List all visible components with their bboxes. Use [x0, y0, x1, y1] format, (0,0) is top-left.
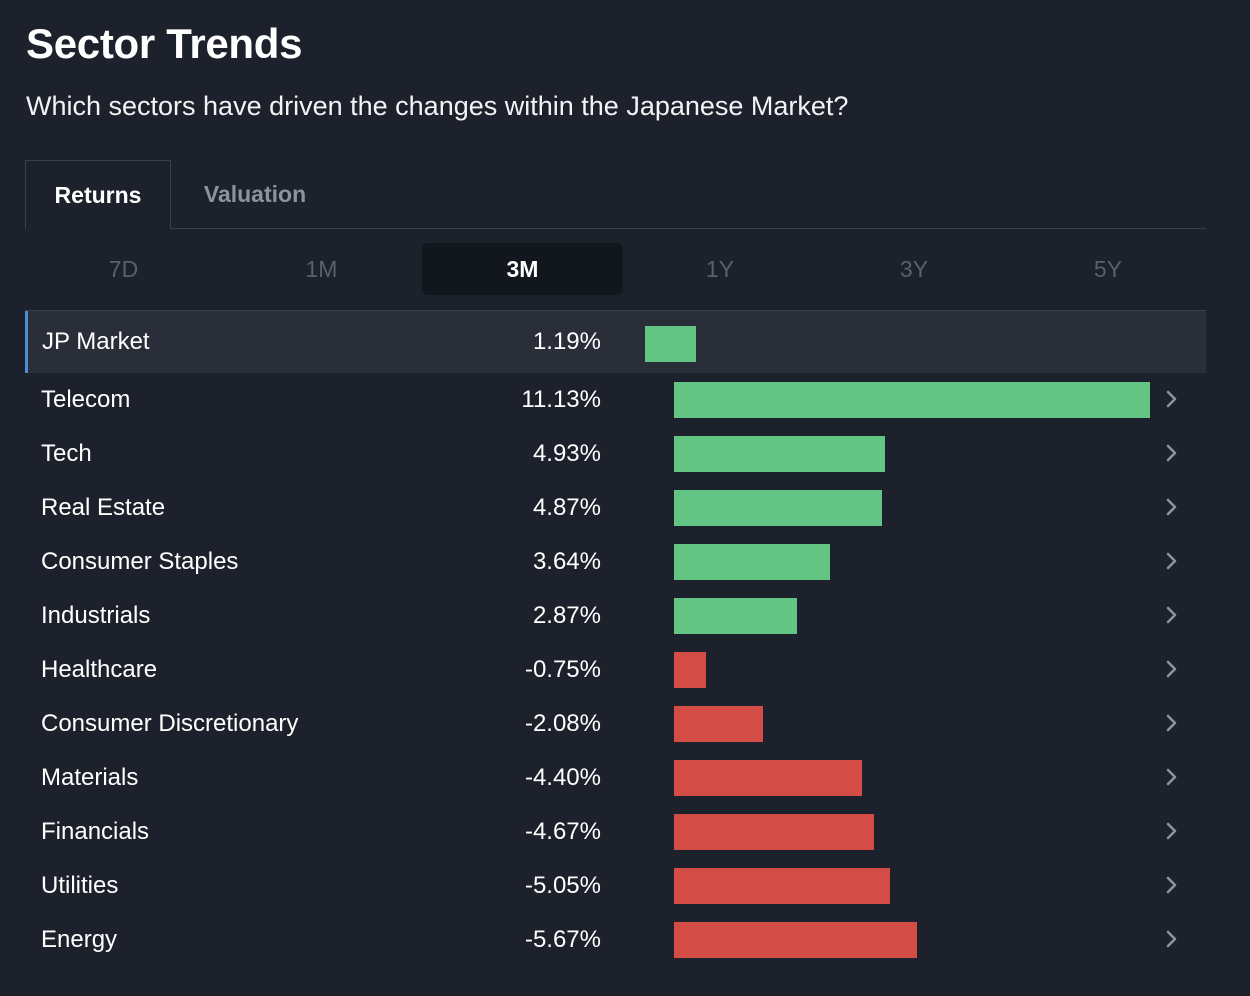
sector-name: Utilities [41, 872, 119, 899]
sector-return-value: 2.87% [532, 602, 601, 629]
sector-name: Real Estate [41, 494, 166, 521]
tab-returns[interactable]: Returns [25, 160, 171, 229]
sector-row[interactable]: Tech 4.93% [25, 427, 1206, 481]
sector-name: Consumer Discretionary [41, 710, 299, 737]
sector-return-value: -0.75% [524, 656, 601, 683]
sector-return-value: 1.19% [532, 328, 601, 355]
metric-tabs: Returns Valuation [25, 160, 1206, 229]
return-bar [674, 814, 874, 850]
chevron-right-icon[interactable] [1163, 373, 1183, 427]
period-1y[interactable]: 1Y [705, 256, 735, 282]
market-row: JP Market 1.19% [25, 311, 1206, 373]
sector-return-value: 4.93% [532, 440, 601, 467]
chevron-right-icon[interactable] [1163, 427, 1183, 481]
period-3m[interactable]: 3M [422, 243, 623, 295]
chevron-right-icon[interactable] [1163, 535, 1183, 589]
sector-list: JP Market 1.19% Telecom 11.13% Tech 4.93% Real… [25, 311, 1206, 967]
period-5y[interactable]: 5Y [1093, 256, 1123, 282]
sector-row[interactable]: Financials -4.67% [25, 805, 1206, 859]
return-bar [674, 922, 917, 958]
chevron-right-icon[interactable] [1163, 589, 1183, 643]
tab-valuation[interactable]: Valuation [203, 181, 307, 207]
sector-row[interactable]: Consumer Discretionary -2.08% [25, 697, 1206, 751]
divider [25, 310, 1206, 311]
sector-row[interactable]: Consumer Staples 3.64% [25, 535, 1206, 589]
return-bar [674, 760, 863, 796]
sector-row[interactable]: Telecom 11.13% [25, 373, 1206, 427]
sector-name: Tech [41, 440, 92, 467]
return-bar [645, 326, 696, 362]
sector-row[interactable]: Real Estate 4.87% [25, 481, 1206, 535]
sector-row[interactable]: Energy -5.67% [25, 913, 1206, 967]
sector-return-value: -2.08% [524, 710, 601, 737]
return-bar [674, 706, 763, 742]
sector-name: Healthcare [41, 656, 158, 683]
sector-return-value: -5.67% [524, 926, 601, 953]
sector-row[interactable]: Healthcare -0.75% [25, 643, 1206, 697]
period-selector: 7D 1M 3M 1Y 3Y 5Y [25, 243, 1206, 295]
return-bar [674, 868, 891, 904]
chevron-right-icon[interactable] [1163, 643, 1183, 697]
sector-return-value: -5.05% [524, 872, 601, 899]
period-7d[interactable]: 7D [108, 256, 139, 282]
period-1m[interactable]: 1M [305, 256, 338, 282]
chevron-right-icon[interactable] [1163, 697, 1183, 751]
chevron-right-icon[interactable] [1163, 481, 1183, 535]
sector-name: JP Market [42, 328, 150, 355]
period-3y[interactable]: 3Y [899, 256, 929, 282]
sector-name: Materials [41, 764, 139, 791]
sector-name: Telecom [41, 386, 131, 413]
sector-return-value: 3.64% [532, 548, 601, 575]
chevron-right-icon[interactable] [1163, 913, 1183, 967]
return-bar [674, 490, 883, 526]
sector-return-value: 4.87% [532, 494, 601, 521]
sector-return-value: -4.40% [524, 764, 601, 791]
sector-name: Energy [41, 926, 118, 953]
chevron-right-icon[interactable] [1163, 751, 1183, 805]
sector-row[interactable]: Materials -4.40% [25, 751, 1206, 805]
return-bar [674, 382, 1151, 418]
sector-name: Consumer Staples [41, 548, 239, 575]
chevron-right-icon[interactable] [1163, 805, 1183, 859]
sector-name: Industrials [41, 602, 151, 629]
sector-row[interactable]: Utilities -5.05% [25, 859, 1206, 913]
return-bar [674, 652, 707, 688]
sector-name: Financials [41, 818, 150, 845]
return-bar [674, 544, 830, 580]
sector-return-value: 11.13% [521, 386, 601, 413]
chevron-right-icon[interactable] [1163, 859, 1183, 913]
page-subtitle: Which sectors have driven the changes wi… [26, 91, 849, 121]
sector-row[interactable]: Industrials 2.87% [25, 589, 1206, 643]
sector-return-value: -4.67% [524, 818, 601, 845]
return-bar [674, 598, 797, 634]
return-bar [674, 436, 885, 472]
page-title: Sector Trends [26, 20, 303, 67]
